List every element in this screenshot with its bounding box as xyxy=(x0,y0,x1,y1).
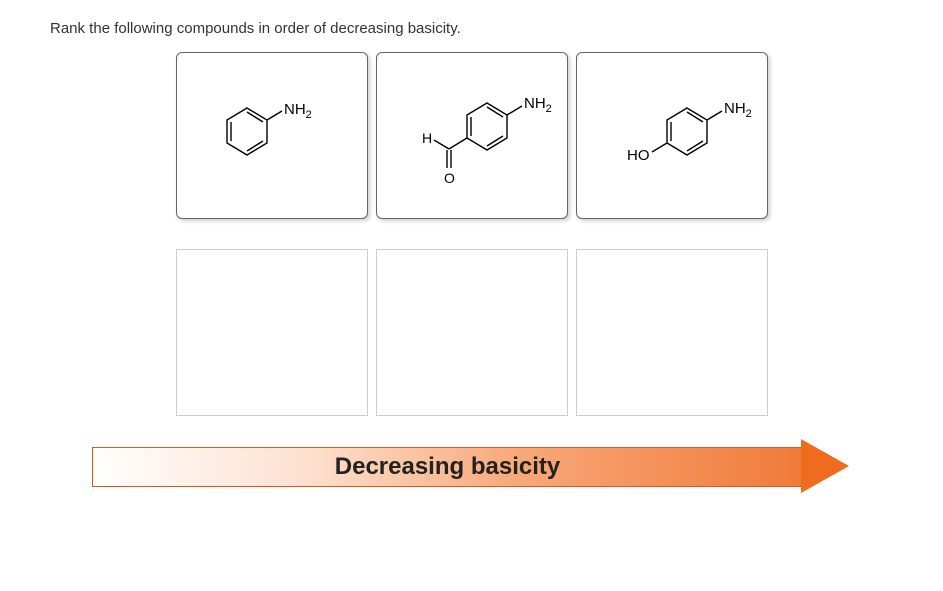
aminobenzaldehyde-structure: NH2 H O xyxy=(377,53,567,218)
arrow-label: Decreasing basicity xyxy=(335,453,560,481)
svg-text:NH2: NH2 xyxy=(284,101,312,121)
answer-slot-2[interactable] xyxy=(376,249,568,416)
aminophenol-nh-sub: 2 xyxy=(745,108,751,120)
compound-card-aminophenol[interactable]: NH2 HO xyxy=(576,52,768,219)
benzaldehyde-nh-sub: 2 xyxy=(545,103,551,115)
arrow-body: Decreasing basicity xyxy=(92,447,804,487)
aldehyde-o-label: O xyxy=(444,170,455,186)
compound-card-aminobenzaldehyde[interactable]: NH2 H O xyxy=(376,52,568,219)
compound-source-row: NH2 xyxy=(50,52,893,219)
answer-slot-3[interactable] xyxy=(576,249,768,416)
answer-slot-1[interactable] xyxy=(176,249,368,416)
aniline-nh-sub: 2 xyxy=(305,109,311,121)
aminophenol-oh-label: HO xyxy=(627,147,650,164)
aniline-nh-label: NH xyxy=(284,101,306,118)
question-prompt: Rank the following compounds in order of… xyxy=(50,20,893,37)
arrow-head-icon xyxy=(801,439,849,493)
svg-text:NH2: NH2 xyxy=(524,95,552,115)
aminophenol-nh-label: NH xyxy=(724,100,746,117)
aldehyde-h-label: H xyxy=(422,130,432,146)
svg-text:NH2: NH2 xyxy=(724,100,752,120)
benzaldehyde-nh-label: NH xyxy=(524,95,546,112)
compound-card-aniline[interactable]: NH2 xyxy=(176,52,368,219)
aniline-structure: NH2 xyxy=(177,53,367,218)
aminophenol-structure: NH2 HO xyxy=(577,53,767,218)
decreasing-basicity-arrow: Decreasing basicity xyxy=(92,441,852,491)
answer-slot-row xyxy=(50,249,893,416)
